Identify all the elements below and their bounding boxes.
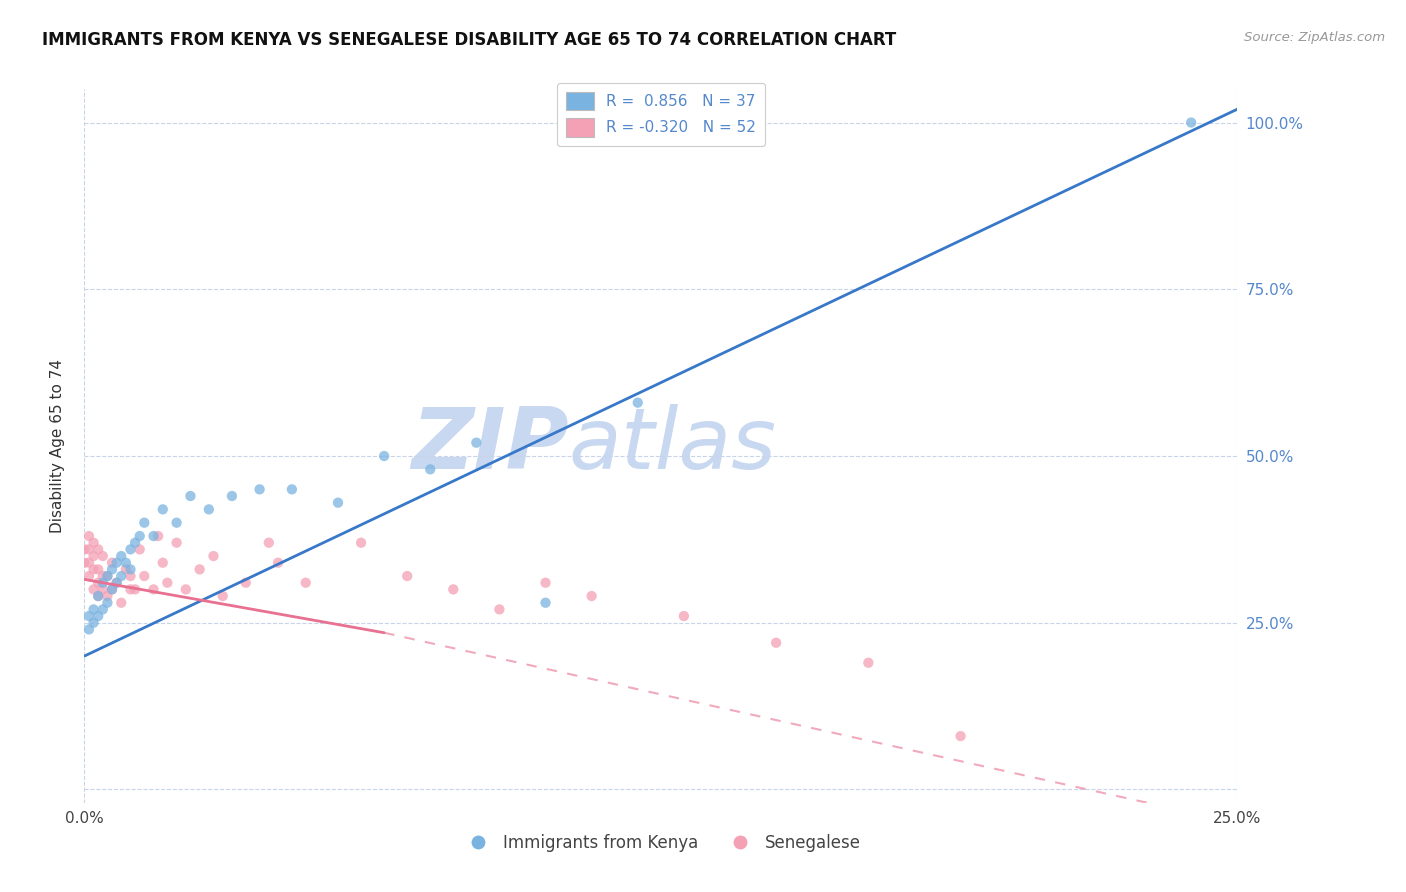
Point xyxy=(115,562,138,576)
Point xyxy=(96,569,118,583)
Point xyxy=(83,549,105,563)
Point xyxy=(128,529,150,543)
Point xyxy=(350,535,373,549)
Point xyxy=(211,589,233,603)
Point xyxy=(110,596,132,610)
Point xyxy=(83,562,105,576)
Point xyxy=(1180,115,1202,129)
Text: atlas: atlas xyxy=(568,404,776,488)
Point xyxy=(83,535,105,549)
Point xyxy=(627,395,650,409)
Point xyxy=(134,516,156,530)
Point xyxy=(87,589,110,603)
Point xyxy=(120,582,142,597)
Point xyxy=(91,549,114,563)
Legend: Immigrants from Kenya, Senegalese: Immigrants from Kenya, Senegalese xyxy=(454,828,868,859)
Point xyxy=(267,556,290,570)
Point xyxy=(124,535,146,549)
Point xyxy=(221,489,243,503)
Point xyxy=(73,542,96,557)
Point xyxy=(465,435,488,450)
Point xyxy=(77,623,100,637)
Point xyxy=(91,602,114,616)
Point xyxy=(188,562,211,576)
Point xyxy=(396,569,419,583)
Point xyxy=(235,575,257,590)
Point xyxy=(179,489,201,503)
Text: IMMIGRANTS FROM KENYA VS SENEGALESE DISABILITY AGE 65 TO 74 CORRELATION CHART: IMMIGRANTS FROM KENYA VS SENEGALESE DISA… xyxy=(42,31,897,49)
Point xyxy=(166,535,188,549)
Point xyxy=(83,602,105,616)
Point xyxy=(101,562,124,576)
Point xyxy=(101,582,124,597)
Point xyxy=(77,609,100,624)
Point xyxy=(166,516,188,530)
Point xyxy=(96,589,118,603)
Point xyxy=(105,556,128,570)
Y-axis label: Disability Age 65 to 74: Disability Age 65 to 74 xyxy=(51,359,65,533)
Point xyxy=(198,502,221,516)
Point xyxy=(373,449,395,463)
Point xyxy=(87,609,110,624)
Point xyxy=(202,549,225,563)
Point xyxy=(152,502,174,516)
Point xyxy=(441,582,464,597)
Point xyxy=(419,462,441,476)
Point xyxy=(134,569,156,583)
Point xyxy=(326,496,349,510)
Point xyxy=(120,542,142,557)
Point xyxy=(488,602,510,616)
Point xyxy=(124,582,146,597)
Point xyxy=(77,556,100,570)
Point xyxy=(83,615,105,630)
Point xyxy=(534,596,557,610)
Point xyxy=(77,542,100,557)
Point xyxy=(949,729,972,743)
Point xyxy=(91,569,114,583)
Point xyxy=(257,535,280,549)
Point xyxy=(128,542,150,557)
Point xyxy=(581,589,603,603)
Point xyxy=(91,582,114,597)
Point xyxy=(87,562,110,576)
Point xyxy=(110,549,132,563)
Point xyxy=(87,575,110,590)
Point xyxy=(152,556,174,570)
Point xyxy=(87,589,110,603)
Point xyxy=(142,529,165,543)
Point xyxy=(77,569,100,583)
Point xyxy=(120,562,142,576)
Point xyxy=(110,569,132,583)
Point xyxy=(249,483,271,497)
Point xyxy=(91,575,114,590)
Point xyxy=(672,609,695,624)
Point xyxy=(174,582,197,597)
Point xyxy=(115,556,138,570)
Point xyxy=(96,569,118,583)
Text: ZIP: ZIP xyxy=(411,404,568,488)
Point xyxy=(858,656,880,670)
Text: Source: ZipAtlas.com: Source: ZipAtlas.com xyxy=(1244,31,1385,45)
Point xyxy=(294,575,316,590)
Point xyxy=(83,582,105,597)
Point xyxy=(101,556,124,570)
Point xyxy=(142,582,165,597)
Point xyxy=(96,596,118,610)
Point xyxy=(281,483,304,497)
Point xyxy=(765,636,787,650)
Point xyxy=(120,569,142,583)
Point xyxy=(87,542,110,557)
Point xyxy=(101,582,124,597)
Point xyxy=(105,575,128,590)
Point xyxy=(73,556,96,570)
Point xyxy=(105,575,128,590)
Point xyxy=(534,575,557,590)
Point xyxy=(146,529,169,543)
Point xyxy=(156,575,179,590)
Point xyxy=(77,529,100,543)
